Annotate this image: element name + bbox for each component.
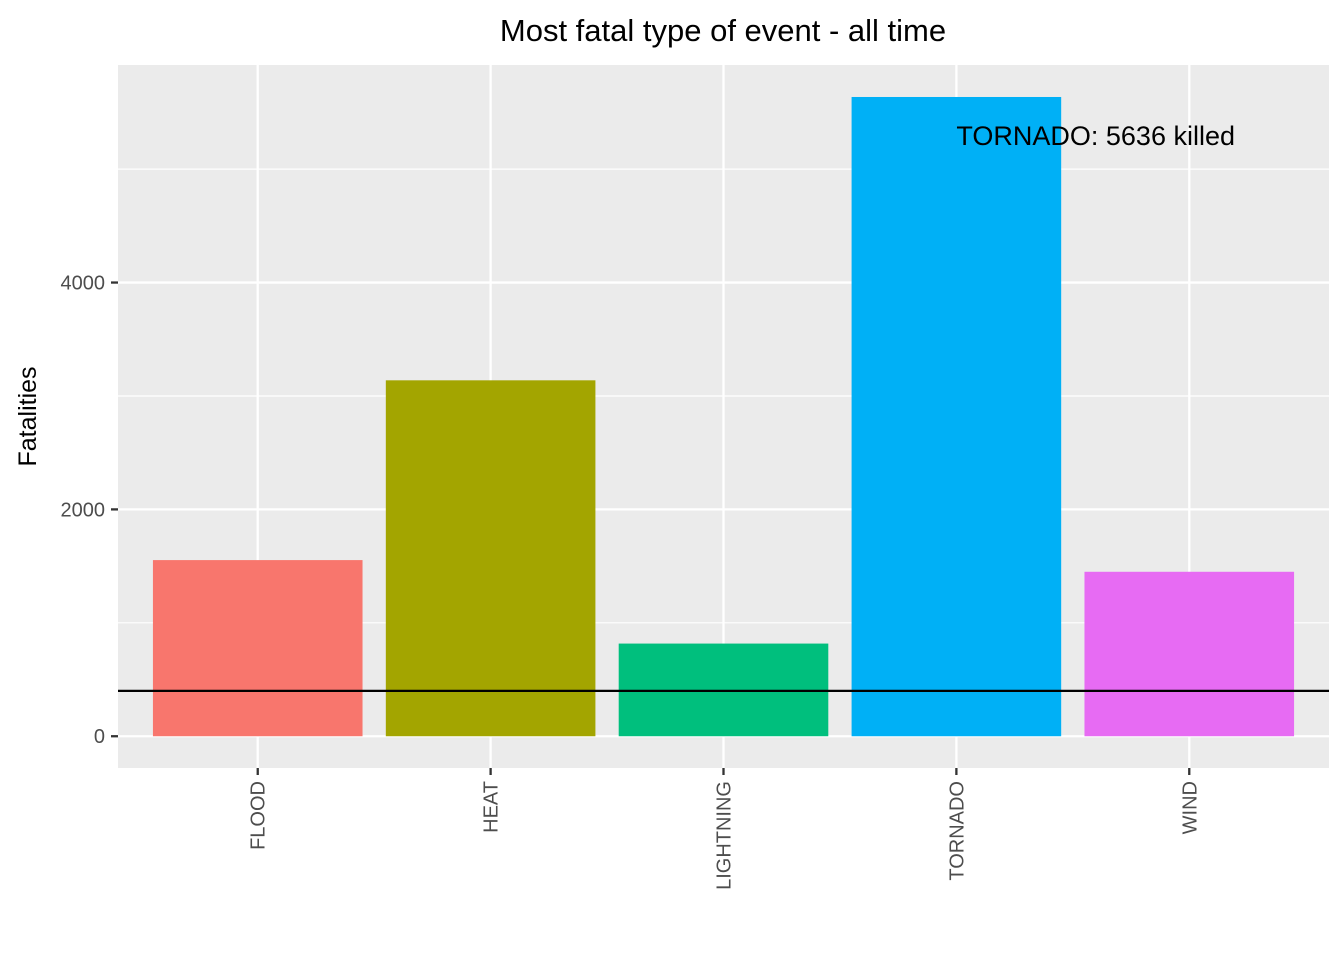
x-tick-label-flood: FLOOD [248,781,270,850]
bars [152,96,1295,737]
x-tick-label-lightning: LIGHTNING [714,781,736,890]
bar-wind [1084,571,1295,737]
x-tick-label-tornado: TORNADO [946,781,968,881]
y-tick-label: 4000 [61,273,106,295]
chart-title: Most fatal type of event - all time [500,13,946,48]
y-axis-title: Fatalities [14,366,42,466]
x-axis: FLOOD HEAT LIGHTNING TORNADO WIND [248,768,1201,890]
x-tick-label-wind: WIND [1179,781,1201,834]
bar-flood [152,560,363,737]
bar-tornado [851,96,1062,737]
y-tick-label: 2000 [61,499,106,521]
tornado-annotation: TORNADO: 5636 killed [956,121,1235,151]
y-axis: 0 2000 4000 [61,273,118,748]
y-tick-label: 0 [94,726,105,748]
x-tick-label-heat: HEAT [481,781,503,833]
bar-heat [385,380,596,737]
